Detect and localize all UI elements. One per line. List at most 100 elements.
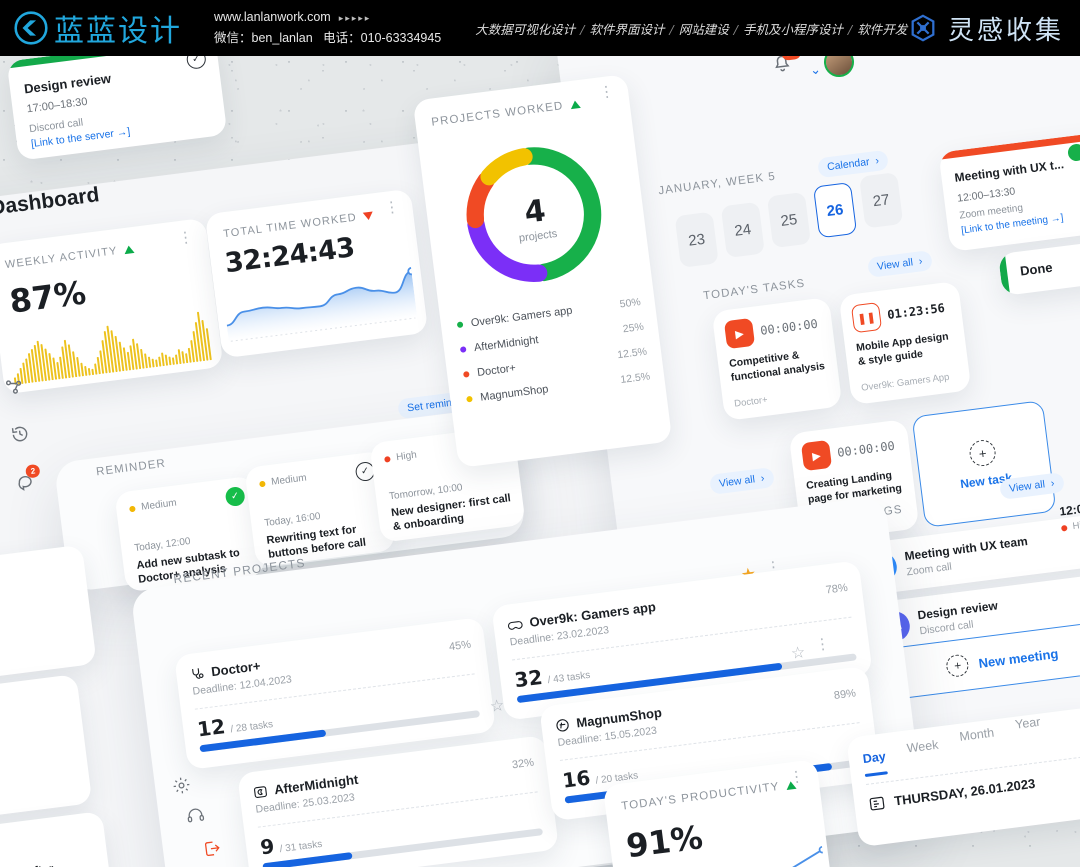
- reminder-priority-0: Medium: [140, 497, 178, 513]
- productivity-menu-button[interactable]: ⋮: [788, 767, 806, 787]
- trend-up-icon: [123, 244, 135, 255]
- projects-worked-donut-chart: [466, 147, 602, 282]
- chat-icon[interactable]: 2: [15, 463, 41, 492]
- share-nodes-icon[interactable]: [3, 375, 25, 397]
- project-percent-2: 32%: [511, 756, 535, 772]
- design-review-title: Design review: [23, 70, 112, 97]
- notification-bell-icon[interactable]: 10: [771, 56, 802, 75]
- task-card-0[interactable]: ▶ 00:00:00 Competitive & functional anal…: [711, 297, 843, 421]
- logout-icon[interactable]: [202, 838, 223, 859]
- banner-website: www.lanlanwork.com: [214, 9, 331, 24]
- design-review-time: 17:00–18:30: [25, 95, 89, 116]
- chevron-down-icon[interactable]: ⌄: [809, 61, 822, 78]
- history-icon[interactable]: [9, 423, 31, 445]
- weekly-activity-card: Weekly activity ⋮ 87%: [0, 217, 224, 395]
- period-tab-month[interactable]: Month: [958, 725, 995, 744]
- project-done-1: 32: [513, 664, 544, 693]
- banner-services: 大数据可视化设计 / 软件界面设计 / 网站建设 / 手机及小程序设计 / 软件开发: [475, 19, 907, 38]
- legend-name-1: AfterMidnight: [473, 334, 540, 355]
- task-timer-1: 01:23:56: [886, 300, 946, 322]
- task-card-1[interactable]: ❚❚ 01:23:56 Mobile App design & style gu…: [838, 280, 972, 406]
- task-pause-icon-1[interactable]: ❚❚: [850, 301, 883, 334]
- legend-dot-icon: [459, 346, 467, 353]
- priority-dot-icon: [1061, 524, 1069, 532]
- service-4: 软件开发: [857, 21, 908, 37]
- calendar-icon: [869, 796, 885, 811]
- calendar-day-26[interactable]: 26: [812, 181, 858, 239]
- sep-1: /: [669, 21, 674, 37]
- new-meeting-plus-icon: +: [945, 653, 971, 678]
- shop-icon: [556, 718, 569, 731]
- task-play-icon-0[interactable]: ▶: [723, 317, 756, 350]
- projects-worked-card: Projects worked ⋮ 4 projects Over9k: Gam…: [412, 73, 673, 469]
- service-1: 软件界面设计: [589, 21, 665, 37]
- star-outline-icon[interactable]: ☆: [790, 644, 807, 663]
- project-card-doctor[interactable]: Doctor+ Deadline: 12.04.2023 45% 12 / 28…: [174, 617, 496, 770]
- project-card-2-menu-button[interactable]: ⋮: [813, 635, 831, 654]
- legend-percent-0: 50%: [619, 295, 642, 311]
- inspiration-brand-text: 灵感收集: [947, 15, 1064, 46]
- legend-name-0: Over9k: Gamers app: [470, 304, 574, 330]
- lanlan-logo-icon: [14, 11, 48, 45]
- reminder-time-1: Today, 16:00: [263, 511, 322, 530]
- project-card-magnumshop[interactable]: MagnumShop Deadline: 15.05.2023 89% 16 /…: [539, 665, 881, 822]
- support-headset-icon[interactable]: [185, 805, 206, 826]
- service-2: 网站建设: [678, 21, 729, 37]
- meeting-popup-card[interactable]: Meeting with UX t... 12:00–13:30 Zoom me…: [938, 132, 1080, 252]
- trend-down-icon: [363, 211, 375, 221]
- total-time-menu-button[interactable]: ⋮: [383, 198, 401, 217]
- phone-label: 电话：: [323, 31, 361, 45]
- wechat-label: 微信：: [214, 31, 252, 45]
- period-selector-card: Day Week Month Year THURSDAY, 26.01.2023: [846, 706, 1080, 848]
- project-done-3: 16: [561, 765, 592, 793]
- task-play-icon-2[interactable]: ▶: [800, 439, 833, 472]
- done-label: Done: [1019, 259, 1054, 279]
- period-date: THURSDAY, 26.01.2023: [893, 775, 1037, 809]
- task-title-0: Competitive & functional analysis: [728, 349, 826, 384]
- project-card-aftermidnight[interactable]: AfterMidnight Deadline: 25.03.2023 32% 9…: [237, 735, 559, 867]
- logo-text: 蓝蓝设计: [54, 14, 182, 49]
- reminder-done-icon-0[interactable]: ✓: [224, 485, 246, 508]
- legend-percent-1: 25%: [622, 320, 645, 336]
- period-tab-day[interactable]: Day: [862, 749, 888, 778]
- reminder-priority-1: Medium: [270, 472, 308, 488]
- calendar-view-all-label: View all: [876, 256, 914, 273]
- design-review-check-icon[interactable]: ✓: [185, 56, 207, 70]
- donut-segment-1: [467, 215, 548, 282]
- banner-contact: www.lanlanwork.com ▸▸▸▸▸ 微信：ben_lanlan 电话…: [214, 9, 442, 45]
- inspiration-logo-icon: [911, 14, 935, 42]
- settings-gear-icon[interactable]: [171, 775, 192, 796]
- legend-dot-icon: [456, 321, 464, 329]
- service-3: 手机及小程序设计: [742, 21, 843, 37]
- calendar-day-24[interactable]: 24: [720, 201, 765, 259]
- calendar-day-27[interactable]: 27: [859, 172, 904, 229]
- wechat-value: ben_lanlan: [251, 31, 313, 45]
- legend-name-2: Doctor+: [476, 362, 517, 379]
- calendar-day-23[interactable]: 23: [674, 211, 719, 268]
- chevron-right-icon: ›: [874, 154, 880, 168]
- weekly-activity-bar-chart: [13, 311, 212, 385]
- priority-dot-icon: [384, 455, 391, 463]
- chevron-right-icon: ›: [760, 472, 766, 485]
- project-percent-1: 78%: [825, 581, 849, 597]
- productivity-label: Today's productivity: [620, 780, 781, 813]
- total-time-worked-card: Total time worked ⋮ 32:24:43: [204, 188, 429, 359]
- project-total-0: / 28 tasks: [229, 719, 274, 736]
- period-tab-year[interactable]: Year: [1014, 714, 1042, 732]
- new-task-button[interactable]: + New task: [911, 400, 1057, 528]
- reminder-time-0: Today, 12:00: [133, 536, 192, 555]
- new-meeting-label: New meeting: [977, 645, 1060, 671]
- phone-value: 010-63334945: [360, 31, 442, 45]
- project-done-2: 9: [258, 833, 276, 860]
- period-tab-week[interactable]: Week: [905, 737, 940, 756]
- productivity-card: Today's productivity ⋮ 91%: [602, 759, 833, 867]
- calendar-day-25[interactable]: 25: [766, 191, 812, 249]
- legend-dot-icon: [466, 395, 473, 403]
- weekly-activity-label: Weekly activity: [4, 245, 119, 272]
- projects-view-all-label: View all: [718, 473, 756, 490]
- priority-dot-icon: [259, 480, 266, 487]
- weekly-activity-menu-button[interactable]: ⋮: [177, 228, 195, 248]
- projects-worked-menu-button[interactable]: ⋮: [598, 82, 616, 102]
- task-project-0: Doctor+: [733, 394, 769, 410]
- project-card-over9k[interactable]: Over9k: Gamers app Deadline: 23.02.2023 …: [491, 560, 873, 721]
